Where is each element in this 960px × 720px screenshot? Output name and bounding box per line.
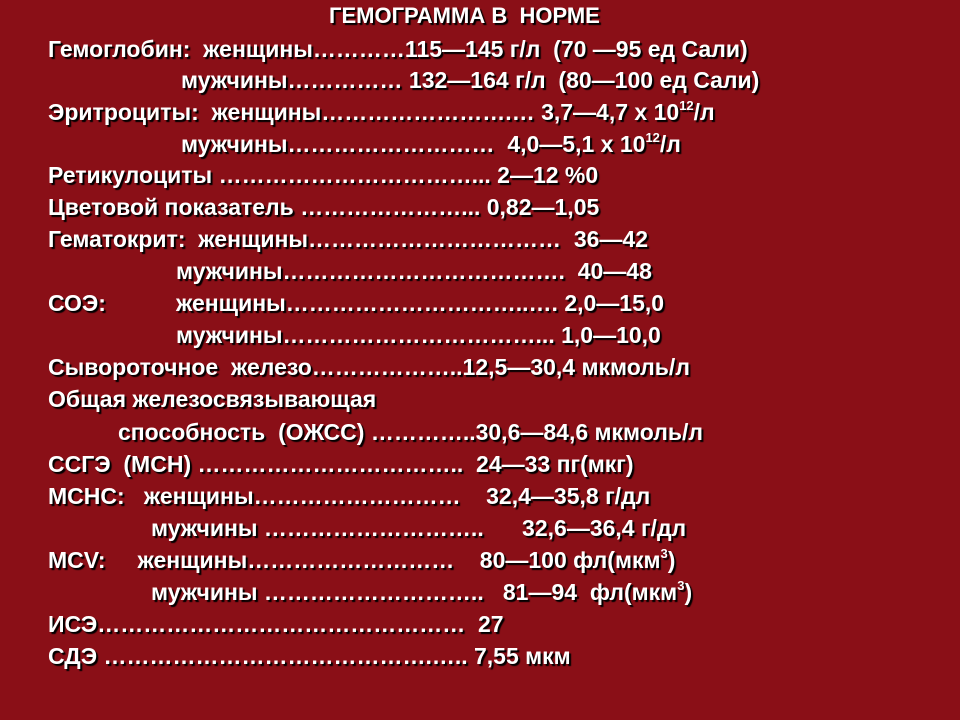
erythrocytes-men-line: мужчины……………………… 4,0—5,1 х 1012/л — [181, 130, 681, 158]
mcv-men-close: ) — [684, 579, 693, 605]
reticulocytes-line: Ретикулоциты ……………………………... 2—12 %0 — [48, 162, 599, 188]
hematocrit-men-line: мужчины………………………………. 40—48 — [176, 258, 652, 284]
tibc-line-1: Общая железосвязывающая — [48, 386, 377, 412]
hematocrit-women-line: Гематокрит: женщины…………………………… 36—42 — [48, 226, 648, 252]
mcv-women-text: MCV: женщины……………………… 80—100 фл(мкм — [48, 547, 661, 573]
mcv-men-exponent: 3 — [677, 578, 685, 594]
tibc-line-2: способность (ОЖСС) …………..30,6—84,6 мкмол… — [118, 419, 703, 445]
erythrocytes-men-unit: /л — [659, 131, 681, 157]
mcv-men-line: мужчины ……………………….. 81—94 фл(мкм3) — [151, 578, 692, 606]
sde-line: СДЭ …………………………………….….. 7,55 мкм — [48, 643, 571, 669]
mcv-women-exponent: 3 — [660, 546, 668, 562]
mcv-women-line: MCV: женщины……………………… 80—100 фл(мкм3) — [48, 546, 675, 574]
ise-line: ИСЭ………………………………………… 27 — [48, 611, 504, 637]
hemoglobin-women-line: Гемоглобин: женщины…………115—145 г/л (70 —… — [48, 36, 748, 62]
color-index-line: Цветовой показатель …………………... 0,82—1,05 — [48, 194, 600, 220]
erythrocytes-women-text: Эритроциты: женщины…………………….… 3,7—4,7 х … — [48, 99, 680, 125]
mchc-men-line: мужчины ……………………….. 32,6—36,4 г/дл — [151, 515, 687, 541]
esr-label: СОЭ: — [48, 290, 106, 316]
erythrocytes-women-exponent: 12 — [679, 98, 694, 114]
mchc-women-line: МСНС: женщины……………………… 32,4—35,8 г/дл — [48, 483, 651, 509]
hemoglobin-men-line: мужчины…………… 132—164 г/л (80—100 ед Сали… — [181, 67, 760, 93]
serum-iron-line: Сывороточное железо………………..12,5—30,4 мкм… — [48, 354, 690, 380]
erythrocytes-men-text: мужчины……………………… 4,0—5,1 х 10 — [181, 131, 646, 157]
erythrocytes-women-line: Эритроциты: женщины…………………….… 3,7—4,7 х … — [48, 98, 715, 126]
mcv-women-close: ) — [667, 547, 676, 573]
page-title: ГЕМОГРАММА В НОРМЕ — [329, 3, 600, 28]
mcv-men-text: мужчины ……………………….. 81—94 фл(мкм — [151, 579, 678, 605]
esr-women-line: женщины…………………………..…. 2,0—15,0 — [176, 290, 665, 316]
erythrocytes-women-unit: /л — [693, 99, 715, 125]
esr-men-line: мужчины……………………………... 1,0—10,0 — [176, 322, 661, 348]
mch-line: ССГЭ (МСН) …………………………….. 24—33 пг(мкг) — [48, 451, 634, 477]
erythrocytes-men-exponent: 12 — [645, 130, 660, 146]
